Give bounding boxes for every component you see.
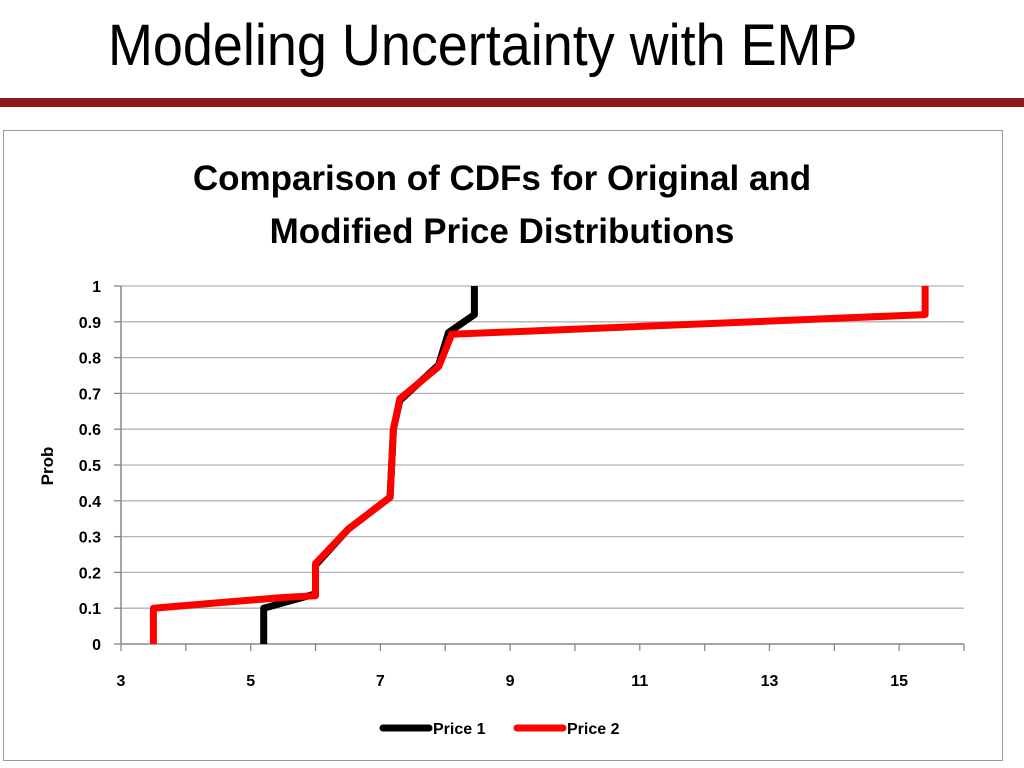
y-tick-label: 0.7 [79,386,101,403]
x-tick-label: 5 [246,673,255,690]
y-tick-label: 0.2 [79,565,101,582]
y-tick-label: 0.1 [79,601,101,618]
x-tick-label: 13 [761,673,779,690]
y-axis-label: Prob [38,447,57,486]
series-line-2 [149,286,929,644]
x-tick-label: 15 [890,673,908,690]
y-tick-label: 0.8 [79,351,101,368]
gridlines [121,285,964,609]
x-tick-label: 11 [631,673,648,690]
x-tick-label: 3 [117,673,126,690]
chart-frame [3,130,1003,761]
y-tick-label: 0 [92,637,101,654]
y-tick-label: 1 [92,279,101,296]
title-divider [0,98,1024,107]
legend-label-1: Price 1 [433,721,486,738]
series-lines [149,286,929,644]
chart-title-line2: Modified Price Distributions [270,212,735,251]
y-tick-label: 0.6 [79,422,101,439]
x-tick-label: 9 [506,673,515,690]
slide-title: Modeling Uncertainty with EMP [108,13,858,78]
chart-title-line1: Comparison of CDFs for Original and [193,159,811,198]
y-tick-label: 0.3 [79,530,101,547]
y-tick-label: 0.9 [79,315,101,332]
y-tick-label: 0.5 [79,458,101,475]
legend-label-2: Price 2 [567,721,620,738]
axes [114,285,965,651]
legend: Price 1 Price 2 [379,721,620,738]
x-tick-label: 7 [376,673,385,690]
y-tick-label: 0.4 [79,494,101,511]
tick-labels: 00.10.20.30.40.50.60.70.80.913 5 7 9 11 13 15 [79,279,908,690]
